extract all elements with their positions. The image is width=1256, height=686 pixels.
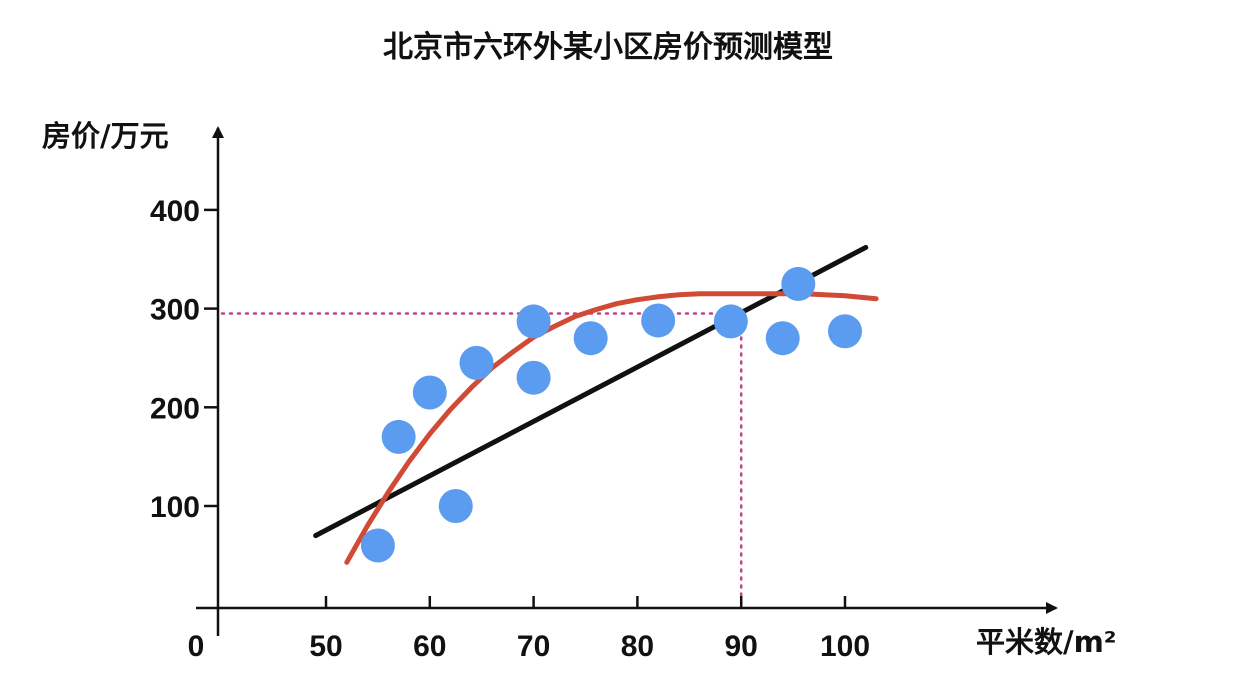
- x-tick-label: 70: [517, 630, 550, 663]
- y-tick-label: 400: [150, 195, 200, 228]
- x-tick-label: 50: [309, 630, 342, 663]
- data-point: [641, 303, 676, 338]
- data-point: [573, 321, 608, 356]
- data-point: [360, 528, 395, 563]
- y-axis-title: 房价/万元: [42, 119, 169, 153]
- y-tick-label: 300: [150, 294, 200, 327]
- data-point: [516, 360, 551, 395]
- data-point: [516, 304, 551, 339]
- x-tick-label: 80: [621, 630, 654, 663]
- data-point: [381, 419, 416, 454]
- y-tick-label: 200: [150, 392, 200, 425]
- x-tick-label: 100: [820, 630, 870, 663]
- chart-title: 北京市六环外某小区房价预测模型: [383, 30, 833, 65]
- x-tick-label: 90: [725, 630, 758, 663]
- data-point: [781, 266, 816, 301]
- data-point: [765, 321, 800, 356]
- data-point: [412, 375, 447, 410]
- data-point: [459, 345, 494, 380]
- y-tick-label: 100: [150, 491, 200, 524]
- origin-label: 0: [188, 630, 205, 663]
- x-axis-title: 平米数/m²: [976, 625, 1117, 659]
- data-point: [438, 489, 473, 523]
- x-tick-label: 60: [413, 630, 446, 663]
- data-point: [713, 304, 748, 339]
- data-point: [828, 314, 862, 349]
